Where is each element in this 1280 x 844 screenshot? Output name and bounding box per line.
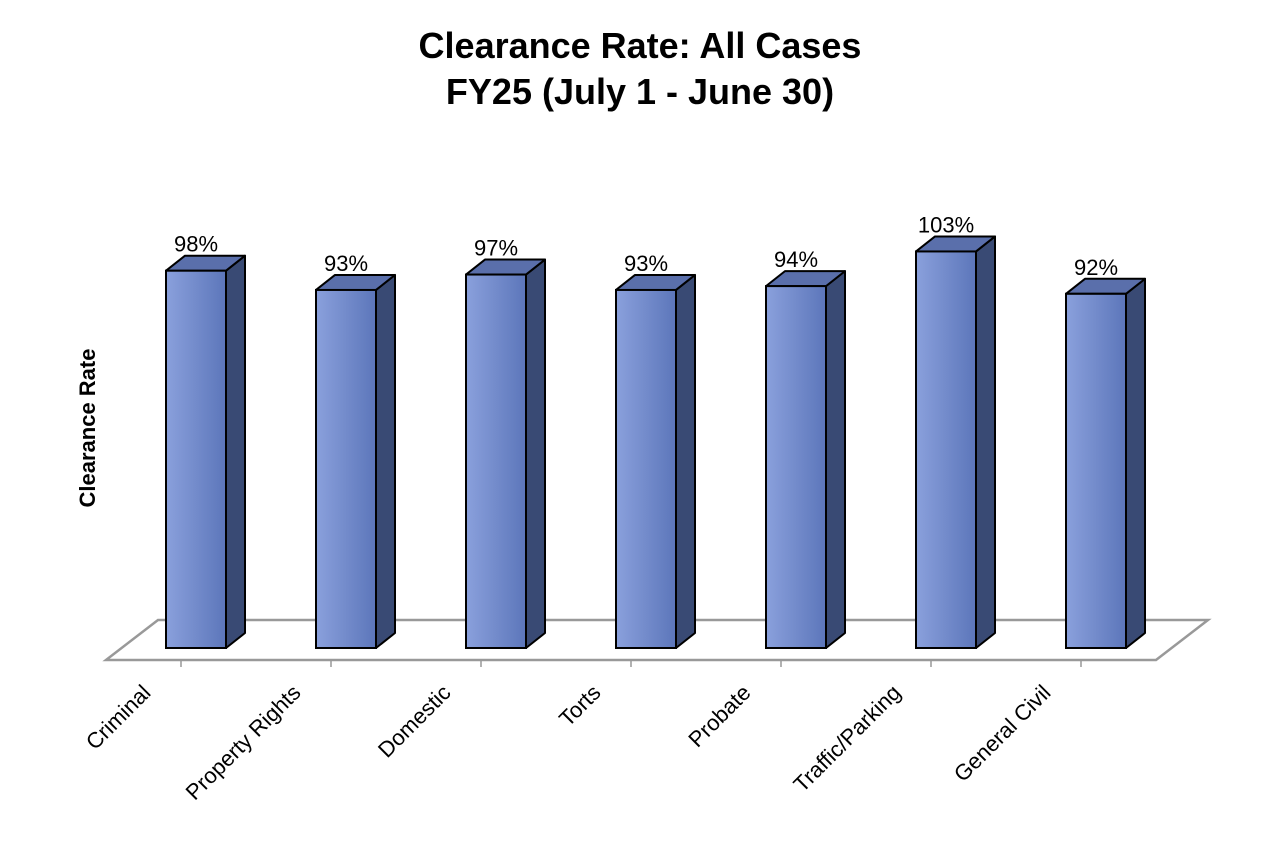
bar-side-face: [975, 235, 996, 649]
bar-side-face: [375, 273, 396, 649]
bar-side-face: [1125, 277, 1146, 649]
data-label: 98%: [174, 232, 218, 257]
bar-property-rights: [315, 273, 396, 649]
bar-front-face: [465, 273, 527, 649]
chart-title-line-1: Clearance Rate: All Cases: [418, 25, 862, 66]
chart-floor: [102, 618, 1212, 667]
data-label: 103%: [918, 212, 974, 237]
bar-criminal: [165, 254, 246, 649]
x-tick-label: Traffic/Parking: [788, 680, 905, 797]
bars-group: [165, 235, 1146, 649]
bar-front-face: [1065, 292, 1127, 649]
x-tick-label: Probate: [683, 680, 755, 752]
data-label: 92%: [1074, 255, 1118, 280]
bar-domestic: [465, 258, 546, 649]
bar-probate: [765, 270, 846, 649]
data-label: 97%: [474, 236, 518, 261]
bar-front-face: [165, 269, 227, 649]
bar-side-face: [675, 273, 696, 649]
bar-front-face: [615, 288, 677, 649]
bar-side-face: [825, 270, 846, 649]
x-tick-label: Domestic: [373, 680, 456, 763]
data-labels-group: 98% 93% 97% 93% 94% 103% 92%: [174, 212, 1118, 279]
x-tick-label: Property Rights: [181, 680, 306, 805]
x-tick-label: Criminal: [81, 680, 156, 755]
data-label: 93%: [624, 251, 668, 276]
bar-front-face: [765, 285, 827, 649]
data-label: 93%: [324, 251, 368, 276]
x-tick-labels-group: Criminal Property Rights Domestic Torts Prob…: [81, 680, 1056, 805]
bar-side-face: [525, 258, 546, 649]
x-tick-label: General Civil: [949, 680, 1056, 787]
bar-torts: [615, 273, 696, 649]
bar-front-face: [315, 288, 377, 649]
x-tick-label: Torts: [554, 680, 605, 731]
chart-title-line-2: FY25 (July 1 - June 30): [445, 71, 835, 112]
bar-general-civil: [1065, 277, 1146, 649]
bar-traffic-parking: [915, 235, 996, 649]
floor-plane: [102, 618, 1212, 662]
bar-side-face: [225, 254, 246, 649]
data-label: 94%: [774, 247, 818, 272]
bar-front-face: [915, 250, 977, 649]
